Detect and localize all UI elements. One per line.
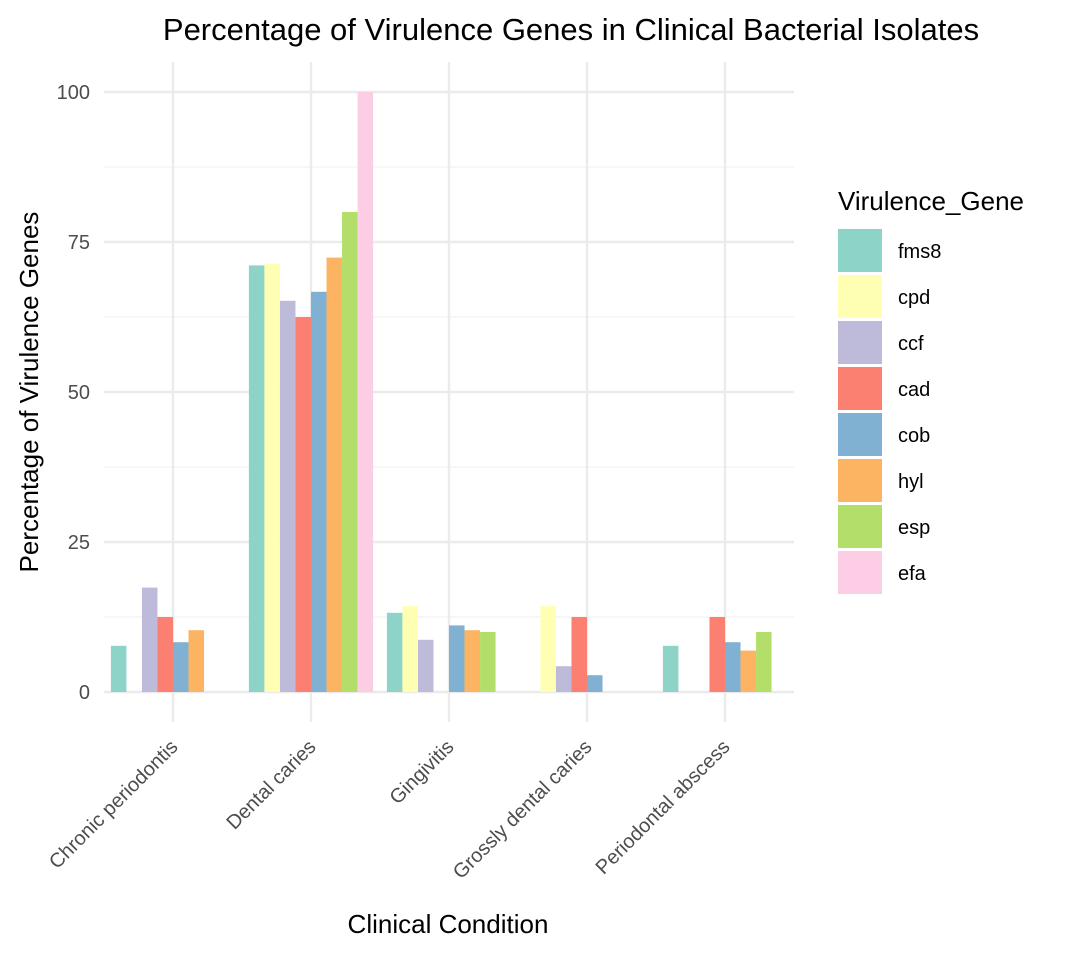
bar-cad bbox=[295, 317, 311, 692]
chart-title: Percentage of Virulence Genes in Clinica… bbox=[163, 12, 979, 47]
y-tick-label: 100 bbox=[57, 82, 90, 104]
bar-cpd bbox=[402, 606, 418, 692]
x-tick-label: Dental caries bbox=[222, 736, 320, 834]
legend-label: ccf bbox=[898, 333, 924, 355]
x-tick-label: Gingivitis bbox=[386, 736, 459, 809]
y-tick-label: 0 bbox=[79, 682, 90, 704]
bar-cpd bbox=[540, 606, 556, 692]
bar-ccf bbox=[141, 587, 158, 692]
bar-esp bbox=[480, 632, 496, 692]
legend-key-cob bbox=[838, 413, 882, 456]
bar-esp bbox=[756, 632, 772, 692]
x-tick-label: Grossly dental caries bbox=[449, 736, 597, 884]
legend: Virulence_Gene fms8 cpd ccf cad cob hyl esp efa bbox=[838, 186, 1024, 594]
bar-hyl bbox=[464, 630, 481, 692]
bar-cad bbox=[157, 617, 173, 692]
legend-label: fms8 bbox=[898, 241, 941, 263]
bar-ccf bbox=[555, 666, 572, 692]
y-tick-label: 50 bbox=[68, 382, 90, 404]
legend-label: cad bbox=[898, 379, 930, 401]
bar-cad bbox=[571, 617, 587, 692]
legend-key-ccf bbox=[838, 321, 882, 364]
bar-fms8 bbox=[662, 645, 679, 692]
bars bbox=[110, 92, 772, 692]
legend-key-esp bbox=[838, 505, 882, 548]
legend-label: cob bbox=[898, 425, 930, 447]
legend-title: Virulence_Gene bbox=[838, 186, 1024, 216]
bar-cpd bbox=[264, 263, 280, 692]
bar-fms8 bbox=[248, 265, 265, 692]
bar-ccf bbox=[417, 639, 434, 692]
bar-cob bbox=[449, 625, 465, 692]
legend-label: cpd bbox=[898, 287, 930, 309]
bar-hyl bbox=[326, 257, 343, 692]
legend-key-hyl bbox=[838, 459, 882, 502]
bar-cob bbox=[587, 675, 603, 692]
legend-label: efa bbox=[898, 563, 927, 585]
legend-label: hyl bbox=[898, 471, 924, 493]
bar-fms8 bbox=[110, 645, 127, 692]
bar-cob bbox=[725, 642, 741, 692]
legend-key-cpd bbox=[838, 275, 882, 318]
y-tick-label: 25 bbox=[68, 532, 90, 554]
x-tick-labels: Chronic periodontis Dental caries Gingivit… bbox=[45, 736, 734, 884]
grid-lines bbox=[104, 62, 794, 722]
bar-cob bbox=[173, 642, 189, 692]
y-tick-labels: 0 25 50 75 100 bbox=[57, 82, 90, 704]
legend-key-cad bbox=[838, 367, 882, 410]
legend-label: esp bbox=[898, 517, 930, 539]
legend-key-fms8 bbox=[838, 229, 882, 272]
y-tick-label: 75 bbox=[68, 232, 90, 254]
bar-efa bbox=[357, 92, 374, 692]
bar-cad bbox=[709, 617, 725, 692]
bar-fms8 bbox=[386, 612, 403, 692]
x-tick-label: Chronic periodontis bbox=[45, 736, 182, 873]
x-tick-label: Periodontal abscess bbox=[592, 736, 735, 879]
y-axis-title: Percentage of Virulence Genes bbox=[14, 212, 44, 573]
legend-key-efa bbox=[838, 551, 882, 594]
bar-esp bbox=[342, 212, 358, 692]
bar-hyl bbox=[740, 650, 757, 692]
bar-hyl bbox=[188, 630, 205, 692]
bar-cob bbox=[311, 291, 327, 692]
x-axis-title: Clinical Condition bbox=[348, 909, 549, 939]
bar-ccf bbox=[279, 300, 296, 692]
